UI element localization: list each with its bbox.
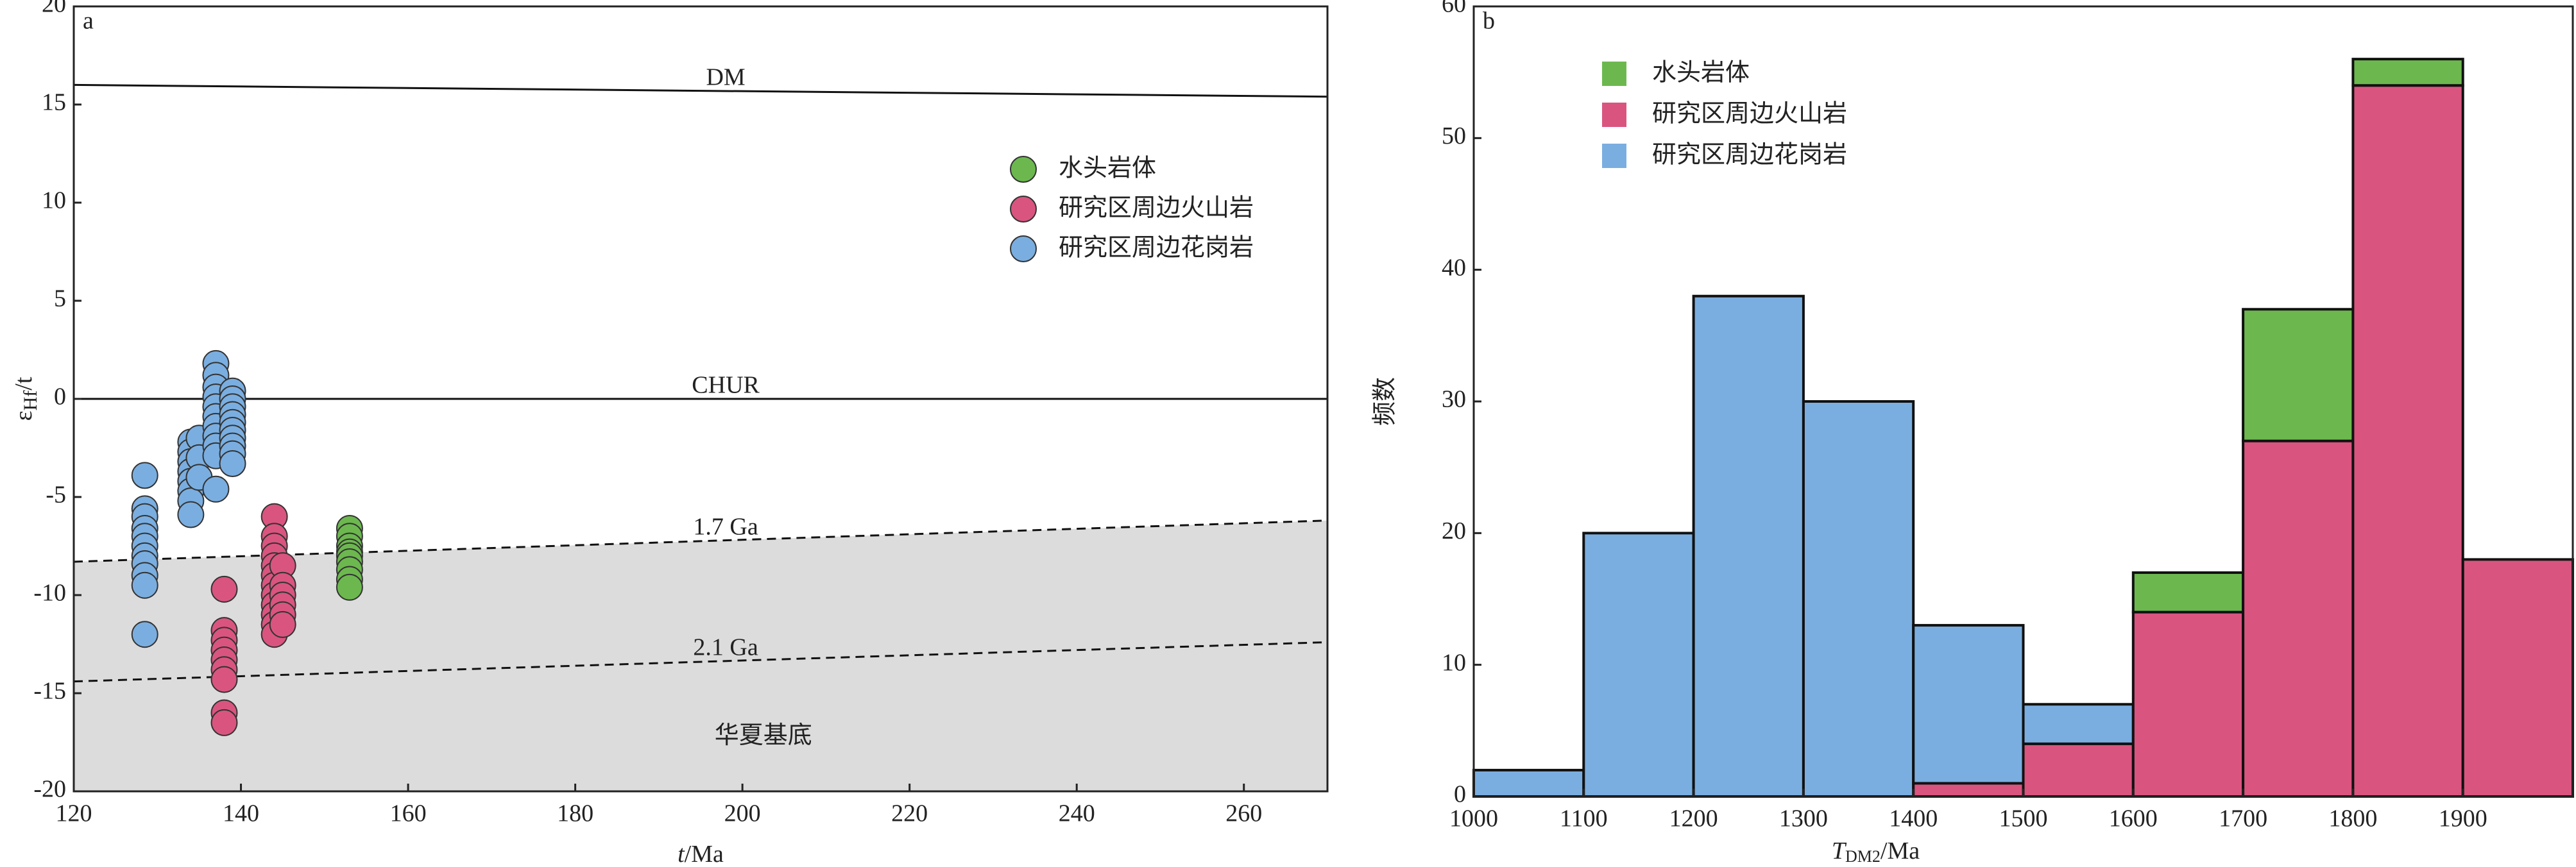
point (269, 610, 296, 638)
y-axis-sub: Hf (20, 391, 41, 411)
x-tick-label: 260 (1225, 800, 1262, 827)
x-tick-label: 1400 (1889, 805, 1938, 832)
legend-label: 水头岩体 (1652, 58, 1750, 87)
x-tick-label: 200 (724, 800, 761, 827)
reference-label: CHUR (692, 372, 760, 399)
legend-swatch (1602, 62, 1626, 86)
y-tick-label: 60 (1442, 0, 1466, 18)
legend-swatch (1602, 144, 1626, 168)
point (210, 666, 238, 693)
panel-label: b (1483, 8, 1495, 35)
x-tick-label: 160 (390, 800, 427, 827)
x-tick-label: 1100 (1560, 805, 1608, 832)
x-tick-label: 140 (223, 800, 259, 827)
panel-label: a (83, 8, 94, 35)
x-axis-sub: DM2 (1845, 847, 1881, 866)
bar (1582, 532, 1695, 798)
bar (2022, 703, 2135, 745)
y-axis-main: ε (10, 410, 37, 421)
bar (2351, 58, 2464, 87)
x-tick-label: 1200 (1669, 805, 1718, 832)
point (210, 575, 238, 603)
y-tick-label: 15 (42, 89, 66, 116)
y-tick-label: 20 (1442, 518, 1466, 544)
y-tick-label: 0 (54, 383, 66, 410)
point (177, 501, 205, 528)
legend-label: 研究区周边花岗岩 (1652, 140, 1847, 169)
legend-marker (1010, 235, 1037, 262)
x-tick-label: 220 (891, 800, 928, 827)
legend-swatch (1602, 103, 1626, 127)
legend-label: 研究区周边火山岩 (1652, 99, 1847, 128)
point (131, 621, 158, 648)
legend-marker (1010, 156, 1037, 183)
y-tick-label: 50 (1442, 122, 1466, 149)
legend-label: 研究区周边火山岩 (1059, 194, 1254, 222)
bar (2022, 742, 2135, 798)
bar (2131, 571, 2245, 614)
y-axis-tail: /t (10, 376, 37, 391)
y-tick-label: -20 (33, 776, 66, 803)
y-tick-label: 10 (1442, 649, 1466, 676)
x-tick-label: 1500 (1999, 805, 2048, 832)
x-tick-label: 1900 (2439, 805, 2487, 832)
x-tick-label: 1600 (2109, 805, 2158, 832)
bar (2242, 308, 2355, 442)
x-tick-label: 240 (1059, 800, 1095, 827)
y-tick-label: 40 (1442, 254, 1466, 281)
y-tick-label: -10 (33, 580, 66, 607)
y-tick-label: 30 (1442, 386, 1466, 413)
point (219, 450, 246, 477)
y-tick-label: 5 (54, 285, 66, 312)
y-axis-title: 频数 (1370, 377, 1399, 426)
x-tick-label: 1300 (1779, 805, 1828, 832)
x-axis-unit: /Ma (685, 841, 724, 867)
bar (2242, 439, 2355, 798)
point (336, 573, 363, 601)
x-axis-title: TDM2/Ma (1832, 838, 1920, 866)
bar (1912, 624, 2025, 785)
basement-region (74, 520, 1327, 791)
bar (1472, 768, 1585, 798)
legend-label: 水头岩体 (1059, 154, 1156, 182)
x-axis-var: t (678, 841, 685, 867)
reference-label: 2.1 Ga (693, 634, 758, 661)
y-axis-title: εHf/t (10, 376, 41, 421)
bar (1692, 294, 1805, 798)
reference-label: DM (706, 64, 745, 91)
x-tick-label: 1000 (1449, 805, 1498, 832)
y-tick-label: 20 (42, 0, 66, 18)
y-tick-label: 10 (42, 187, 66, 214)
point (210, 709, 238, 736)
point (131, 462, 158, 489)
bar (2351, 84, 2464, 798)
bar (1802, 400, 1915, 798)
point (131, 571, 158, 599)
bar (2131, 610, 2245, 798)
x-tick-label: 180 (557, 800, 593, 827)
x-axis-var: T (1832, 838, 1847, 864)
region-label: 华夏基底 (715, 721, 812, 749)
x-tick-label: 1700 (2219, 805, 2267, 832)
legend-marker (1010, 196, 1037, 223)
reference-line (74, 641, 1327, 683)
y-tick-label: -5 (46, 482, 66, 509)
bar (2461, 558, 2574, 798)
reference-line (74, 83, 1327, 98)
x-tick-label: 120 (56, 800, 92, 827)
point (202, 475, 230, 503)
reference-label: 1.7 Ga (693, 513, 758, 540)
x-axis-unit: /Ma (1881, 838, 1920, 864)
y-tick-label: 0 (1454, 781, 1466, 808)
y-tick-label: -15 (33, 678, 66, 705)
legend-label: 研究区周边花岗岩 (1059, 233, 1254, 262)
bar (1912, 782, 2025, 798)
x-tick-label: 1800 (2328, 805, 2377, 832)
x-axis-title: t/Ma (678, 841, 724, 867)
